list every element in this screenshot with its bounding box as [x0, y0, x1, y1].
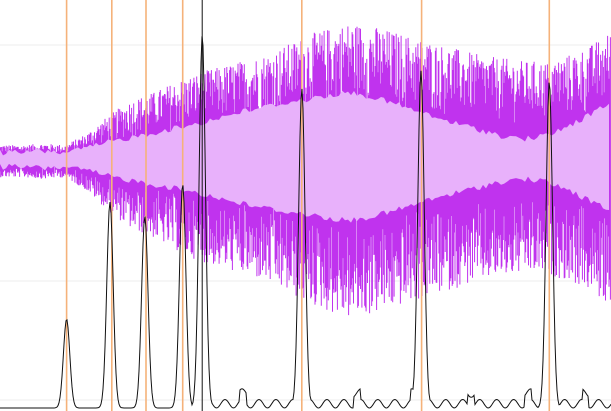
onset-strength-curve	[0, 36, 611, 409]
